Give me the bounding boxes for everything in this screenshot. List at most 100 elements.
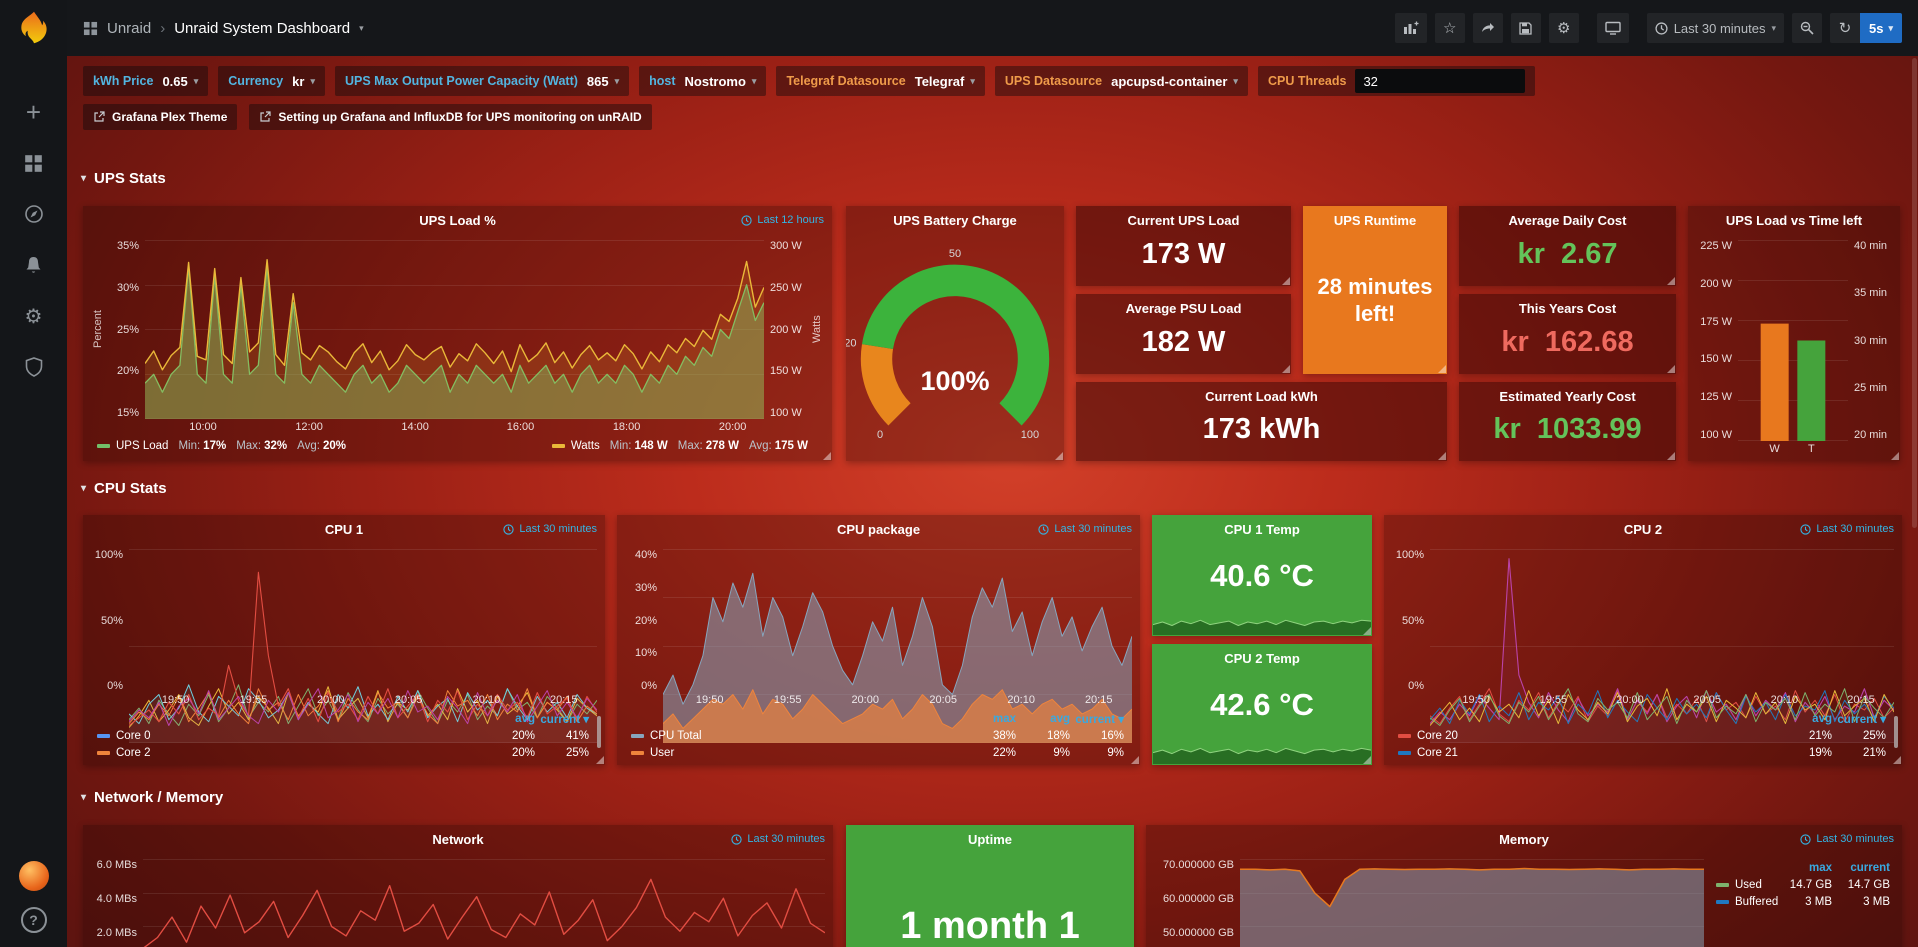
server-admin-shield-icon[interactable] (20, 353, 48, 381)
dashboard-title[interactable]: Unraid System Dashboard (174, 19, 351, 37)
legend-item[interactable]: UPS Load Min: 17% Max: 32% Avg: 20% (97, 440, 356, 452)
gear-icon: ⚙ (1556, 19, 1571, 37)
legend-item[interactable]: Watts Min: 148 W Max: 278 W Avg: 175 W (551, 440, 818, 452)
panel-title[interactable]: UPS Battery Charge (893, 212, 1017, 228)
panel-title[interactable]: Average Daily Cost (1508, 213, 1627, 228)
chevron-down-icon[interactable]: ▾ (359, 22, 364, 33)
explore-compass-icon[interactable] (20, 200, 48, 228)
legend[interactable]: UPS Load Min: 17% Max: 32% Avg: 20% Watts Min: 14… (83, 435, 832, 461)
legend-row[interactable]: Core 21 19% 21% (1398, 744, 1886, 761)
time-picker-button[interactable]: Last 30 minutes ▾ (1646, 13, 1784, 43)
panel-title[interactable]: Average PSU Load (1125, 301, 1242, 316)
add-panel-button[interactable] (1394, 13, 1427, 43)
dashboard-settings-button[interactable]: ⚙ (1548, 13, 1579, 43)
panel-title[interactable]: UPS Runtime (1333, 212, 1417, 228)
variable-value-dropdown[interactable]: Nostromo ▾ (684, 73, 757, 89)
variable-label: UPS Max Output Power Capacity (Watt) (345, 74, 578, 88)
variable-value-dropdown[interactable]: 0.65 ▾ (162, 73, 199, 89)
panel-title[interactable]: CPU 1 (324, 521, 364, 537)
user-avatar[interactable] (18, 861, 49, 891)
legend-row[interactable]: Core 0 20% 41% (97, 727, 589, 744)
chevron-down-icon: ▾ (81, 173, 87, 184)
panel-title[interactable]: CPU package (836, 521, 921, 537)
cpu2-chart[interactable] (1430, 549, 1894, 743)
legend-header: avg current ▾ (1812, 712, 1886, 726)
panel-title[interactable]: UPS Load % (419, 212, 496, 228)
network-chart[interactable] (143, 859, 825, 947)
legend-row[interactable]: Core 20 21% 25% (1398, 727, 1886, 744)
dashboards-icon[interactable] (20, 149, 48, 177)
configuration-gear-icon[interactable]: ⚙ (24, 305, 43, 328)
help-icon[interactable]: ? (20, 907, 47, 933)
clock-icon (503, 523, 514, 535)
legend-row[interactable]: User 22% 9% 9% (631, 744, 1124, 761)
chevron-down-icon: ▾ (193, 75, 199, 86)
cpu1-chart[interactable] (129, 549, 597, 743)
panel-title[interactable]: Memory (1499, 831, 1549, 847)
section-header-cpu-stats[interactable]: ▾ CPU Stats (81, 480, 167, 497)
alerting-bell-icon[interactable] (20, 251, 48, 279)
panel-title[interactable]: Current Load kWh (1205, 389, 1318, 404)
dashboard-link[interactable]: Setting up Grafana and InfluxDB for UPS … (249, 104, 652, 130)
grafana-logo-icon[interactable] (0, 0, 67, 56)
panel-title[interactable]: Network (432, 831, 484, 847)
cpu-threads-input[interactable]: 32 (1355, 69, 1526, 93)
variable-label: CPU Threads (1267, 74, 1347, 88)
legend-row[interactable]: Core 2 20% 25% (97, 744, 589, 761)
legend[interactable]: max current Used 14.7 GB 14.7 GB Buffered 3 MB… (1704, 859, 1894, 947)
dashboard-scrollbar[interactable] (1912, 58, 1917, 528)
cpu-package-chart[interactable] (663, 549, 1132, 743)
legend[interactable]: max avg current ▾ CPU Total 38% 18% 16% User 22%… (617, 708, 1140, 765)
save-button[interactable] (1510, 13, 1541, 43)
star-button[interactable]: ☆ (1434, 13, 1465, 43)
clock-icon (1800, 833, 1811, 845)
refresh-button[interactable]: ↻ (1830, 13, 1860, 43)
x-axis-tick: 20:05 (394, 694, 423, 706)
panel-cpu-package-graph: CPU package Last 30 minutes 40% 30% 20% 10%… (617, 515, 1140, 765)
svg-text:100: 100 (1021, 429, 1039, 441)
panel-title[interactable]: Estimated Yearly Cost (1499, 389, 1636, 404)
share-button[interactable] (1472, 13, 1503, 43)
axis-tick: 150 W (1700, 353, 1732, 366)
ups-bars-chart[interactable] (1738, 240, 1848, 441)
legend[interactable]: avg current ▾ Core 20 21% 25% Core 21 19% 21% (1384, 708, 1902, 765)
panel-title[interactable]: UPS Load vs Time left (1725, 212, 1863, 228)
panel-title[interactable]: This Years Cost (1518, 301, 1617, 316)
svg-text:0: 0 (877, 429, 883, 441)
section-header-ups-stats[interactable]: ▾ UPS Stats (81, 170, 166, 187)
variable-value-dropdown[interactable]: apcupsd-container ▾ (1111, 73, 1238, 89)
panel-title[interactable]: CPU 2 (1623, 521, 1663, 537)
variable-value-dropdown[interactable]: kr ▾ (292, 73, 315, 89)
memory-chart[interactable] (1240, 859, 1704, 947)
refresh-interval-dropdown[interactable]: 5s ▾ (1860, 13, 1902, 43)
breadcrumb-app[interactable]: Unraid (107, 19, 152, 37)
panel-title[interactable]: Current UPS Load (1127, 213, 1240, 228)
panel-title[interactable]: Uptime (967, 831, 1013, 847)
variable-value-dropdown[interactable]: 865 ▾ (586, 73, 620, 89)
y-axis-left: 100% 50% 0% (91, 549, 129, 692)
legend-scrollbar[interactable] (597, 716, 601, 748)
panel-estimated-yearly-cost: Estimated Yearly Cost kr 1033.99 (1459, 382, 1676, 461)
section-header-network-memory[interactable]: ▾ Network / Memory (81, 789, 224, 806)
variable-value-dropdown[interactable]: Telegraf ▾ (914, 73, 975, 89)
panel-title[interactable]: CPU 2 Temp (1224, 650, 1300, 666)
legend-scrollbar[interactable] (1894, 716, 1898, 748)
create-plus-icon[interactable]: + (25, 96, 42, 127)
panel-title[interactable]: CPU 1 Temp (1224, 521, 1300, 537)
variable-label: Currency (228, 74, 284, 88)
save-icon (1519, 21, 1532, 35)
battery-charge-gauge[interactable]: 100% 0 20 50 100 (846, 234, 1064, 461)
legend-row[interactable]: Buffered 3 MB 3 MB (1716, 893, 1890, 910)
ups-load-chart[interactable] (145, 240, 764, 419)
dashboard-grid-icon[interactable] (83, 21, 98, 36)
x-axis-tick: 18:00 (612, 421, 641, 433)
time-override: Last 30 minutes (503, 515, 597, 543)
legend-row[interactable]: CPU Total 38% 18% 16% (631, 727, 1124, 744)
cpu1-temp-sparkline (1153, 609, 1371, 635)
legend[interactable]: avg current ▾ Core 0 20% 41% Core 2 20% 25% (83, 708, 605, 765)
stat-value: 1 month 1 (900, 905, 1080, 947)
cycle-view-mode-button[interactable] (1596, 13, 1629, 43)
zoom-out-button[interactable] (1792, 13, 1822, 43)
legend-row[interactable]: Used 14.7 GB 14.7 GB (1716, 876, 1890, 893)
dashboard-link[interactable]: Grafana Plex Theme (83, 104, 238, 130)
